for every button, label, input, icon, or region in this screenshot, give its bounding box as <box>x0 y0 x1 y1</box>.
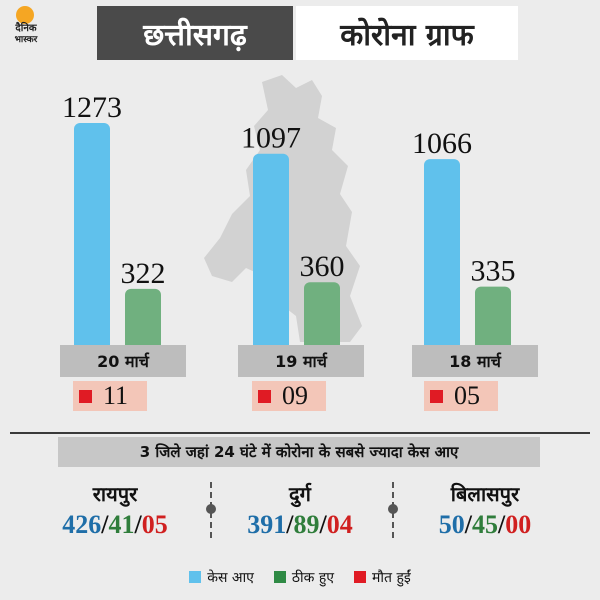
recovered-bar-2 <box>475 286 511 351</box>
stat-separator: / <box>134 510 142 539</box>
deaths-swatch-icon <box>354 571 367 583</box>
separator-dot <box>388 504 398 514</box>
deaths-box-0: 11 <box>73 381 147 411</box>
district-separator <box>206 482 216 538</box>
deaths-marker-icon <box>430 390 443 403</box>
stat-separator: / <box>286 510 294 539</box>
title-state: छत्तीसगढ़ <box>97 6 293 60</box>
date-label-2: 18 मार्च <box>412 345 538 377</box>
recovered-value-2: 335 <box>471 255 516 288</box>
section-divider <box>10 432 590 434</box>
district-deaths: 04 <box>326 510 353 539</box>
deaths-marker-icon <box>258 390 271 403</box>
district-recovered: 89 <box>293 510 320 539</box>
cases-value-0: 1273 <box>62 91 122 124</box>
date-label-0: 20 मार्च <box>60 345 186 377</box>
logo-line1: दैनिक <box>15 23 37 34</box>
district-recovered: 41 <box>108 510 135 539</box>
recovered-value-1: 360 <box>300 250 345 283</box>
sun-icon <box>16 6 34 24</box>
district-name: बिलासपुर <box>450 482 520 506</box>
deaths-box-1: 09 <box>252 381 326 411</box>
logo-line2: भास्कर <box>14 35 38 45</box>
legend-label: केस आए <box>207 569 254 586</box>
district-stats: 391/89/04 <box>205 508 395 542</box>
recovered-bar-0 <box>125 288 161 351</box>
district-stats: 50/45/00 <box>390 508 580 542</box>
district-cases: 50 <box>438 510 465 539</box>
cases-value-1: 1097 <box>241 122 301 155</box>
cases-swatch-icon <box>189 571 202 583</box>
cases-value-2: 1066 <box>412 127 472 160</box>
district-recovered: 45 <box>472 510 498 539</box>
district-durg: दुर्ग 391/89/04 <box>205 480 395 542</box>
deaths-box-2: 05 <box>424 381 498 411</box>
district-cases: 391 <box>247 510 287 539</box>
district-raipur: रायपुर 426/41/05 <box>20 480 210 542</box>
district-name: दुर्ग <box>289 482 311 506</box>
recovered-bar-1 <box>304 282 340 351</box>
title-graph: कोरोना ग्राफ <box>296 6 518 60</box>
legend-label: मौत हुईं <box>372 569 411 586</box>
cases-bar-0 <box>74 123 110 351</box>
cases-bar-1 <box>253 153 289 351</box>
stat-separator: / <box>498 510 506 539</box>
district-name: रायपुर <box>92 482 138 506</box>
separator-dot <box>206 504 216 514</box>
dainik-bhaskar-logo: दैनिक भास्कर <box>6 6 46 52</box>
legend-item-deaths: मौत हुईं <box>354 565 411 589</box>
district-separator <box>388 482 398 538</box>
deaths-marker-icon <box>79 390 92 403</box>
stat-separator: / <box>464 510 472 539</box>
districts-title: 3 जिले जहां 24 घंटे में कोरोना के सबसे ज… <box>58 437 540 467</box>
deaths-value-0: 11 <box>103 381 129 410</box>
district-deaths: 05 <box>141 510 168 539</box>
legend-item-cases: केस आए <box>189 565 254 589</box>
district-stats: 426/41/05 <box>20 508 210 542</box>
deaths-value-1: 09 <box>282 381 308 410</box>
deaths-value-2: 05 <box>454 381 480 410</box>
stat-separator: / <box>101 510 109 539</box>
legend: केस आए ठीक हुए मौत हुईं <box>0 565 600 589</box>
cases-bar-2 <box>424 159 460 351</box>
legend-label: ठीक हुए <box>291 569 335 586</box>
legend-item-recovered: ठीक हुए <box>273 565 335 589</box>
recovered-value-0: 322 <box>121 257 166 290</box>
recovered-swatch-icon <box>273 571 286 583</box>
date-label-1: 19 मार्च <box>238 345 364 377</box>
stat-separator: / <box>319 510 327 539</box>
district-deaths: 00 <box>505 510 532 539</box>
district-bilaspur: बिलासपुर 50/45/00 <box>390 480 580 542</box>
district-cases: 426 <box>62 510 102 539</box>
